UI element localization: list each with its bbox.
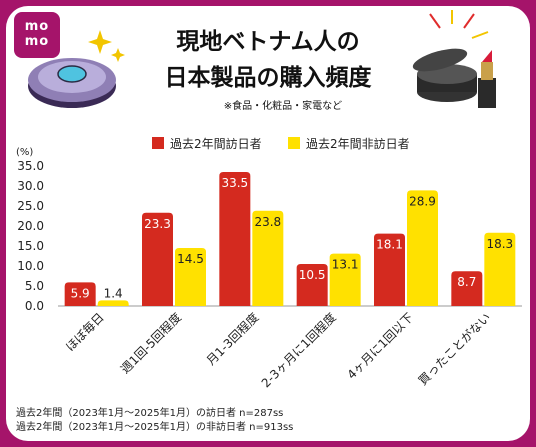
bar-value-label: 18.3 <box>486 237 513 251</box>
bar-0-5 <box>451 271 483 306</box>
bar-value-label: 28.9 <box>409 194 436 208</box>
bar-value-label: 23.3 <box>144 217 171 231</box>
y-tick-label: 35.0 <box>17 159 44 173</box>
bar-value-label: 5.9 <box>71 286 90 300</box>
bar-0-4 <box>374 233 405 306</box>
logo-line-2: mo <box>24 34 50 49</box>
momo-logo: mo mo <box>14 12 60 58</box>
y-axis-unit: (%) <box>16 147 33 158</box>
bar-value-label: 23.8 <box>254 215 281 229</box>
legend-swatch-1 <box>288 137 300 149</box>
bar-1-1 <box>175 248 206 306</box>
y-tick-label: 20.0 <box>17 219 44 233</box>
y-tick-label: 30.0 <box>17 179 44 193</box>
bar-value-label: 33.5 <box>221 176 248 190</box>
title-line-1: 現地ベトナム人の <box>176 29 360 55</box>
bar-0-0 <box>64 282 96 306</box>
bars: 5.9 1.4 23.3 14.5 33.5 23.8 10.5 13.1 18.1 28.9 8.… <box>64 172 516 306</box>
x-tick-label: ほぼ毎日 <box>62 310 107 355</box>
bar-value-label: 1.4 <box>104 286 123 300</box>
y-tick-label: 5.0 <box>25 279 44 293</box>
x-tick-label: 4ヶ月に1回以下 <box>345 310 417 382</box>
legend-label-0: 過去2年間訪日者 <box>170 136 262 151</box>
y-tick-label: 10.0 <box>17 259 44 273</box>
bar-1-2 <box>252 210 284 306</box>
cosmetics-icon <box>412 10 496 108</box>
sample-note-visitors: 過去2年間（2023年1月～2025年1月）の訪日者 n=287ss <box>16 408 284 419</box>
bar-value-label: 14.5 <box>177 252 204 266</box>
bar-value-label: 18.1 <box>376 238 403 252</box>
logo-line-1: mo <box>24 19 50 34</box>
bar-value-label: 13.1 <box>332 258 359 272</box>
bar-value-label: 8.7 <box>457 275 476 289</box>
bar-value-label: 10.5 <box>299 268 326 282</box>
y-tick-label: 0.0 <box>25 299 44 313</box>
bar-1-0 <box>97 300 129 306</box>
legend-swatch-0 <box>152 137 164 149</box>
bar-1-3 <box>329 253 361 306</box>
bar-0-1 <box>142 212 173 306</box>
subtitle: ※食品・化粧品・家電など <box>223 101 343 112</box>
bar-1-4 <box>407 190 438 306</box>
legend: 過去2年間訪日者 過去2年間非訪日者 <box>152 136 410 151</box>
legend-label-1: 過去2年間非訪日者 <box>306 136 410 151</box>
x-tick-label: 2-3ヶ月に1回程度 <box>258 310 339 391</box>
x-tick-label: 週1回-5回程度 <box>117 310 184 377</box>
bar-1-5 <box>484 232 516 306</box>
bar-0-2 <box>219 172 251 306</box>
y-axis-ticks: 35.0 30.0 25.0 20.0 15.0 10.0 5.0 0.0 <box>17 159 44 313</box>
title-line-2: 日本製品の購入頻度 <box>164 65 372 91</box>
y-tick-label: 15.0 <box>17 239 44 253</box>
sample-note-nonvisitors: 過去2年間（2023年1月～2025年1月）の非訪日者 n=913ss <box>16 422 294 433</box>
robot-vacuum-icon <box>28 58 116 108</box>
sparkle-icon <box>88 30 125 62</box>
bar-0-3 <box>296 264 328 306</box>
x-tick-label: 月1-3回程度 <box>203 310 261 368</box>
y-tick-label: 25.0 <box>17 199 44 213</box>
x-tick-label: 買ったことがない <box>415 310 493 388</box>
